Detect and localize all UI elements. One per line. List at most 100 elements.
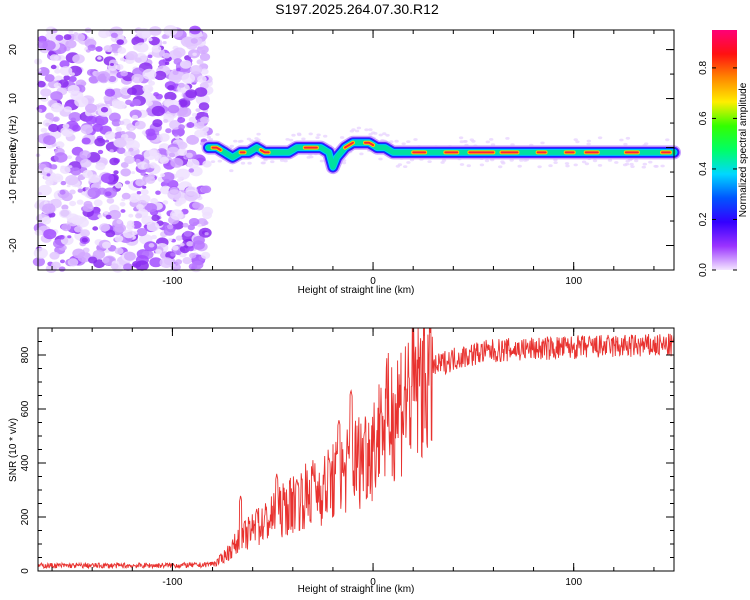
noise-blob — [32, 257, 46, 267]
track-halo — [614, 161, 619, 164]
track-halo — [597, 136, 603, 140]
noise-blob — [163, 227, 175, 236]
noise-blob — [123, 263, 133, 271]
noise-blob — [160, 244, 166, 248]
track-halo — [573, 138, 578, 142]
track-halo — [270, 160, 275, 164]
track-halo — [619, 138, 624, 142]
track-halo — [648, 160, 653, 164]
colorbar-tick-label: 0.4 — [698, 162, 709, 176]
track-halo — [592, 159, 598, 163]
noise-blob — [186, 158, 200, 169]
track-halo — [359, 152, 364, 156]
spectrogram-ytick-label: -20 — [8, 238, 19, 253]
noise-blob — [168, 73, 182, 84]
noise-blob — [199, 53, 211, 61]
noise-blob — [120, 168, 131, 177]
noise-blob — [40, 88, 52, 97]
noise-blob — [103, 211, 109, 215]
spectrogram-xtick-label: 100 — [565, 276, 582, 287]
noise-blob — [149, 257, 163, 268]
noise-blob — [165, 128, 172, 134]
track-halo — [629, 162, 634, 166]
track-halo — [315, 136, 320, 140]
track-halo — [459, 140, 464, 144]
track-halo — [339, 136, 345, 139]
noise-blob — [65, 175, 79, 186]
track-halo — [378, 157, 383, 161]
noise-blob — [120, 70, 128, 77]
noise-blob — [104, 131, 116, 140]
noise-blob — [115, 126, 122, 132]
noise-blob — [163, 98, 174, 108]
noise-blob — [188, 218, 200, 226]
track-halo — [215, 133, 220, 136]
noise-blob — [45, 112, 54, 120]
spectrogram-ytick-label: 10 — [8, 93, 19, 105]
noise-blob — [146, 100, 153, 107]
noise-blob — [80, 229, 90, 238]
track-halo — [466, 164, 471, 168]
colorbar-gradient — [712, 30, 737, 270]
noise-blob — [100, 173, 115, 184]
noise-blob — [184, 191, 199, 202]
noise-blob — [204, 232, 209, 236]
noise-blob — [81, 137, 91, 145]
track-halo — [256, 132, 261, 136]
track-halo — [498, 165, 503, 169]
noise-blob — [59, 165, 71, 174]
noise-blob — [110, 32, 118, 38]
noise-blob — [153, 92, 160, 97]
noise-blob — [61, 130, 67, 135]
noise-blob — [97, 214, 103, 219]
noise-blob — [195, 108, 201, 112]
noise-blob — [92, 123, 104, 132]
noise-blob — [148, 37, 153, 42]
spectrogram-ylabel: Frequency (Hz) — [8, 116, 19, 185]
noise-blob — [174, 259, 183, 265]
noise-blob — [68, 29, 74, 34]
track-halo — [291, 133, 296, 137]
snr-ytick-label: 0 — [20, 568, 31, 574]
noise-blob — [108, 112, 121, 122]
track-peak-2 — [259, 149, 270, 154]
track-halo — [378, 133, 383, 137]
noise-blob — [147, 54, 153, 59]
noise-blob — [72, 54, 85, 64]
noise-blob — [125, 53, 135, 61]
noise-blob — [97, 149, 104, 155]
noise-blob — [61, 223, 72, 232]
track-halo — [323, 134, 328, 138]
noise-blob — [129, 127, 134, 131]
snr-ytick-label: 800 — [20, 346, 31, 363]
noise-blob — [123, 251, 136, 261]
noise-blob — [50, 64, 57, 70]
noise-blob — [135, 213, 143, 219]
noise-blob — [109, 149, 114, 153]
noise-blob — [115, 64, 124, 71]
noise-blob — [136, 27, 151, 39]
noise-blob — [204, 112, 208, 116]
noise-blob — [105, 191, 112, 197]
snr-ticks: -100 0 100 0 200 400 600 800 — [20, 327, 674, 588]
track-halo — [406, 161, 411, 164]
track-halo — [341, 161, 347, 165]
noise-blob — [69, 200, 77, 207]
colorbar: 0.0 0.2 0.4 0.6 0.8 Normalized spectral ampl… — [698, 30, 749, 277]
noise-blob — [99, 223, 111, 232]
track-halo — [368, 132, 373, 136]
noise-blob — [155, 249, 163, 255]
noise-blob — [74, 226, 83, 233]
track-halo — [458, 136, 464, 140]
track-halo — [642, 162, 647, 166]
snr-ytick-label: 400 — [20, 454, 31, 471]
noise-blob — [118, 34, 125, 40]
noise-blob — [194, 87, 208, 97]
noise-blob — [162, 52, 171, 59]
noise-blob — [198, 102, 210, 111]
noise-blob — [155, 190, 161, 195]
noise-blob — [190, 65, 203, 75]
noise-blob — [87, 187, 101, 199]
noise-blob — [43, 135, 56, 146]
